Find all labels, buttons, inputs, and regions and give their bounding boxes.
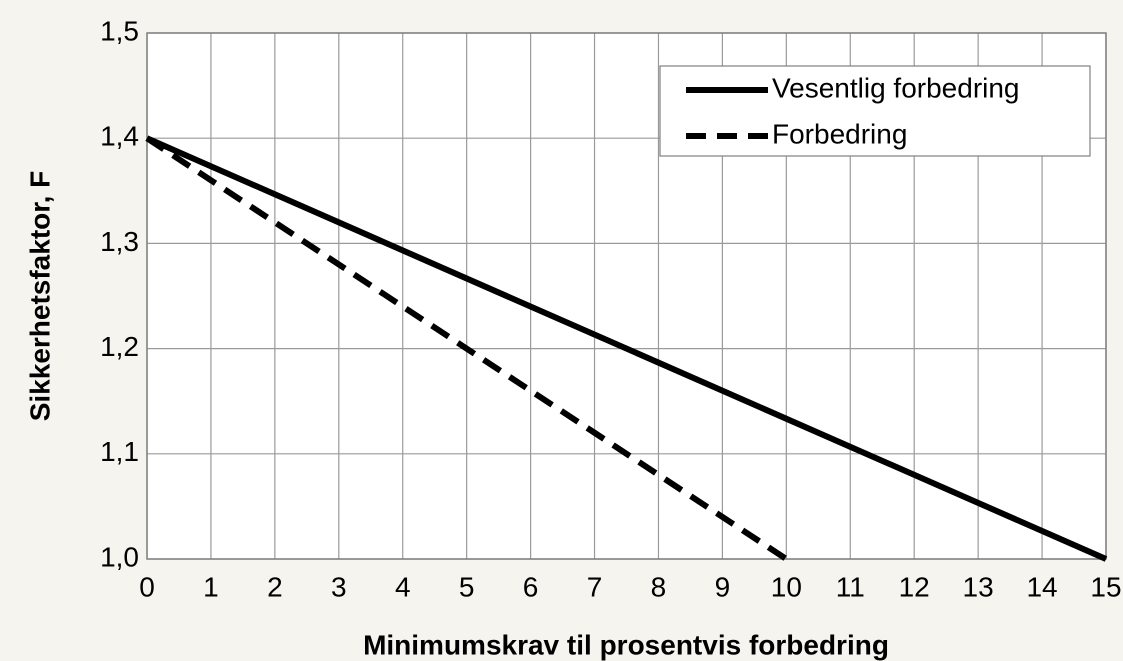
y-tick-label: 1,4 bbox=[100, 121, 139, 152]
x-tick-label: 6 bbox=[523, 571, 539, 602]
x-tick-label: 5 bbox=[459, 571, 475, 602]
x-tick-label: 8 bbox=[651, 571, 667, 602]
x-tick-label: 11 bbox=[836, 571, 865, 602]
x-axis-title: Minimumskrav til prosentvis forbedring bbox=[363, 629, 889, 660]
y-tick-label: 1,0 bbox=[100, 541, 139, 572]
x-tick-label: 13 bbox=[963, 571, 994, 602]
legend-label: Vesentlig forbedring bbox=[772, 72, 1020, 103]
x-tick-label: 2 bbox=[267, 571, 283, 602]
x-tick-label: 10 bbox=[771, 571, 802, 602]
x-tick-label: 3 bbox=[331, 571, 347, 602]
line-series bbox=[145, 135, 1108, 562]
x-tick-label: 12 bbox=[899, 571, 930, 602]
plot-border bbox=[146, 32, 1107, 560]
line-series bbox=[145, 135, 788, 562]
y-tick-label: 1,3 bbox=[100, 226, 139, 257]
x-tick-label: 14 bbox=[1026, 571, 1057, 602]
legend-box bbox=[659, 65, 1091, 157]
x-tick-label: 0 bbox=[139, 571, 155, 602]
legend-label: Forbedring bbox=[772, 118, 907, 149]
y-tick-label: 1,2 bbox=[100, 331, 139, 362]
y-tick-label: 1,5 bbox=[100, 15, 139, 46]
x-tick-label: 1 bbox=[203, 571, 219, 602]
x-tick-label: 9 bbox=[715, 571, 731, 602]
y-tick-label: 1,1 bbox=[100, 436, 139, 467]
x-tick-label: 7 bbox=[587, 571, 603, 602]
x-tick-label: 4 bbox=[395, 571, 411, 602]
x-tick-label: 15 bbox=[1090, 571, 1121, 602]
y-axis-title: Sikkerhetsfaktor, F bbox=[24, 171, 55, 422]
